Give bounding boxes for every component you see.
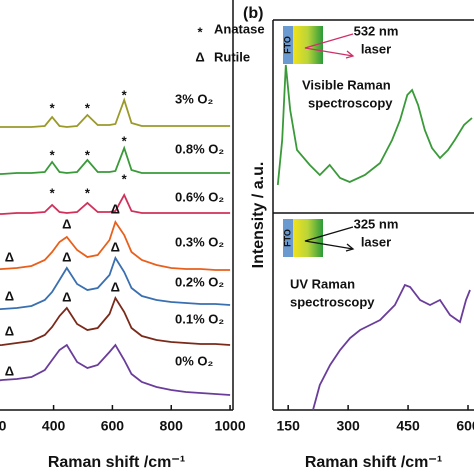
x-axis-title: Raman shift /cm⁻¹: [48, 454, 185, 471]
method-label: UV Raman: [290, 276, 355, 291]
panel-label: (b): [243, 5, 263, 22]
peak-marker: Δ: [111, 239, 120, 254]
peak-marker: *: [50, 185, 56, 200]
peak-marker: *: [85, 147, 91, 162]
series-label: 3% O₂: [175, 91, 214, 106]
x-axis-title: Raman shift /cm⁻¹: [305, 454, 442, 471]
series-label: 0.2% O₂: [175, 274, 224, 289]
fto-layer: [283, 26, 293, 64]
x-tick-label: 800: [160, 418, 184, 434]
y-axis-title: Intensity / a.u.: [250, 162, 267, 269]
layer-label: FTO: [282, 229, 292, 247]
peak-marker: *: [85, 100, 91, 115]
peak-marker: Δ: [62, 249, 71, 264]
peak-marker: Δ: [62, 216, 71, 231]
laser-arrow: [304, 33, 354, 57]
legend-symbol: *: [197, 24, 203, 39]
film-layer: [293, 26, 323, 64]
peak-marker: *: [122, 87, 128, 102]
peak-marker: *: [50, 100, 56, 115]
laser-label: laser: [361, 234, 391, 249]
arrow-head: [345, 243, 355, 252]
peak-marker: Δ: [62, 289, 71, 304]
spectrum-line: [0, 343, 231, 396]
spectrum-line: [0, 97, 231, 128]
peak-marker: Δ: [5, 363, 14, 378]
spectrum-line: [276, 64, 473, 186]
legend-label: Anatase: [214, 21, 265, 36]
x-tick-label: 1000: [214, 418, 245, 434]
legend-label: Rutile: [214, 49, 250, 64]
film-layer: [293, 219, 323, 257]
spectrum-line: [0, 192, 231, 215]
spectrum-line: [0, 219, 231, 271]
series-label: 0.6% O₂: [175, 189, 224, 204]
legend-symbol: Δ: [195, 49, 204, 64]
method-label: Visible Raman: [302, 77, 391, 92]
peak-marker: Δ: [111, 279, 120, 294]
peak-marker: *: [122, 171, 128, 186]
x-tick-label: 450: [396, 418, 420, 434]
x-tick-label: 600: [456, 418, 474, 434]
peak-marker: *: [85, 185, 91, 200]
spectrum-line: [312, 283, 471, 411]
peak-marker: *: [122, 133, 128, 148]
x-tick-label: 600: [101, 418, 125, 434]
laser-arrow: [304, 226, 354, 250]
x-tick-label: 150: [277, 418, 301, 434]
laser-label: 325 nm: [354, 216, 399, 231]
peak-marker: Δ: [111, 201, 120, 216]
spectrum-line: [0, 255, 231, 311]
laser-label: laser: [361, 41, 391, 56]
layer-label: FTO: [282, 36, 292, 54]
fto-layer: [283, 219, 293, 257]
peak-marker: Δ: [5, 249, 14, 264]
peak-marker: Δ: [5, 323, 14, 338]
series-label: 0.3% O₂: [175, 234, 224, 249]
laser-label: 532 nm: [354, 23, 399, 38]
peak-marker: Δ: [5, 288, 14, 303]
arrow-head: [345, 50, 355, 59]
x-tick-label: 400: [42, 418, 66, 434]
spectrum-line: [0, 295, 231, 347]
series-label: 0% O₂: [175, 353, 214, 368]
x-tick-label: 300: [336, 418, 360, 434]
x-tick-label: 200: [0, 418, 7, 434]
method-label: spectroscopy: [290, 294, 375, 309]
spectrum-line: [0, 145, 231, 175]
method-label: spectroscopy: [308, 95, 393, 110]
series-label: 0.1% O₂: [175, 311, 224, 326]
peak-marker: *: [50, 147, 56, 162]
series-label: 0.8% O₂: [175, 141, 224, 156]
